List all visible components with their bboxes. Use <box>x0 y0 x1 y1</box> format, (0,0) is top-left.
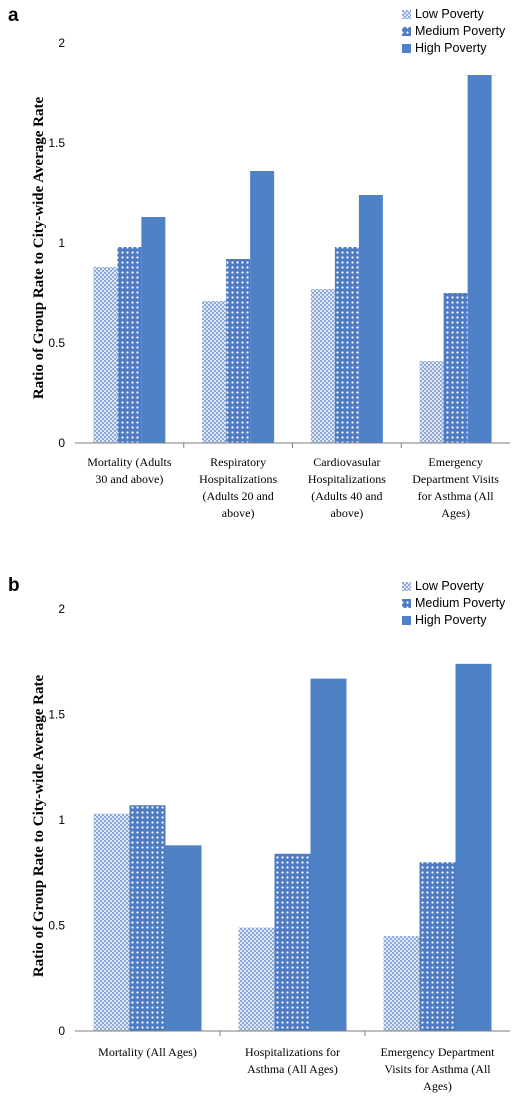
category-label: Hospitalizations <box>199 472 277 486</box>
category-label: Ages) <box>423 1079 452 1093</box>
y-tick-label: 1.5 <box>48 136 65 150</box>
y-tick-label: 2 <box>58 36 65 50</box>
y-axis-label-a: Ratio of Group Rate to City-wide Average… <box>31 97 47 400</box>
bar-medium <box>117 247 142 443</box>
category-label: (Adults 40 and <box>311 489 382 503</box>
bar-medium <box>419 862 456 1031</box>
y-tick-label: 0 <box>58 436 65 450</box>
y-tick-label: 1 <box>58 813 65 827</box>
bar-low <box>238 927 275 1031</box>
bar-high <box>165 845 202 1031</box>
legend-swatch-high <box>402 616 411 625</box>
bar-low <box>93 813 130 1031</box>
category-label: Ages) <box>441 506 470 520</box>
bar-high <box>455 663 492 1031</box>
category-labels-a: Mortality (Adults 30 and above) Respirator… <box>87 455 499 520</box>
bar-medium <box>129 805 166 1031</box>
category-label: 30 and above) <box>95 472 163 486</box>
y-ticks-b: 0 0.5 1 1.5 2 <box>48 602 65 1038</box>
legend-swatch-medium <box>402 599 411 608</box>
panel-label-a: a <box>8 5 19 26</box>
legend-label-low: Low Poverty <box>415 7 485 21</box>
category-label: above) <box>331 506 364 520</box>
bars-b <box>93 663 492 1036</box>
category-label: Asthma (All Ages) <box>247 1062 338 1076</box>
bar-low <box>202 301 227 443</box>
bar-medium <box>274 853 311 1031</box>
bar-high <box>467 75 492 443</box>
category-label: Mortality (Adults <box>87 455 172 469</box>
bar-medium <box>334 247 359 443</box>
category-label: (Adults 20 and <box>202 489 273 503</box>
chart-panel-b: b Ratio of Group Rate to City-wide Avera… <box>8 575 510 1093</box>
category-labels-b: Mortality (All Ages) Hospitalizations for… <box>98 1045 495 1093</box>
y-tick-label: 0.5 <box>48 919 65 933</box>
y-axis-label-b: Ratio of Group Rate to City-wide Average… <box>31 675 47 978</box>
bar-low <box>310 289 335 443</box>
legend-label-high: High Poverty <box>415 41 487 55</box>
category-label: Emergency <box>428 455 482 469</box>
legend-swatch-low <box>402 582 411 591</box>
y-tick-label: 1.5 <box>48 708 65 722</box>
legend-label-low: Low Poverty <box>415 579 485 593</box>
y-ticks-a: 0 0.5 1 1.5 2 <box>48 36 65 450</box>
legend-swatch-high <box>402 44 411 53</box>
bar-high <box>310 678 347 1031</box>
legend-label-medium: Medium Poverty <box>415 596 506 610</box>
legend-label-high: High Poverty <box>415 613 487 627</box>
category-label: above) <box>222 506 255 520</box>
bar-medium <box>226 259 251 443</box>
y-tick-label: 1 <box>58 236 65 250</box>
legend-swatch-medium <box>402 27 411 36</box>
category-label: Visits for Asthma (All <box>384 1062 491 1076</box>
category-label: for Asthma (All <box>418 489 495 503</box>
category-label: Hospitalizations <box>308 472 386 486</box>
category-label: Respiratory <box>210 455 266 469</box>
y-tick-label: 0 <box>58 1024 65 1038</box>
bars-a <box>93 75 492 448</box>
category-label: Hospitalizations for <box>245 1045 340 1059</box>
bar-high <box>250 171 275 443</box>
bar-low <box>419 361 444 443</box>
category-label: Mortality (All Ages) <box>98 1045 197 1059</box>
legend-b: Low Poverty Medium Poverty High Poverty <box>402 579 506 627</box>
bar-low <box>93 267 118 443</box>
bar-high <box>358 195 383 443</box>
category-label: Department Visits <box>412 472 499 486</box>
category-label: Emergency Department <box>380 1045 495 1059</box>
bar-high <box>141 217 166 443</box>
bar-medium <box>443 293 468 443</box>
legend-label-medium: Medium Poverty <box>415 24 506 38</box>
y-tick-label: 2 <box>58 602 65 616</box>
chart-panel-a: a Ratio of Group Rate to City-wide Avera… <box>8 5 510 520</box>
category-label: Cardiovasular <box>313 455 380 469</box>
panel-label-b: b <box>8 575 20 596</box>
bar-low <box>383 936 420 1031</box>
legend-swatch-low <box>402 10 411 19</box>
y-tick-label: 0.5 <box>48 336 65 350</box>
legend-a: Low Poverty Medium Poverty High Poverty <box>402 7 506 55</box>
